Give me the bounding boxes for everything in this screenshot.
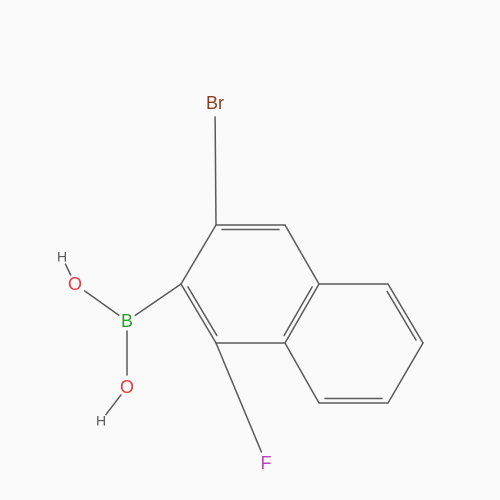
o-atom-label: O	[68, 274, 82, 294]
o-atom-label: O	[120, 377, 134, 397]
h-atom-label: H	[96, 413, 106, 429]
f-atom-label: F	[261, 453, 272, 473]
b-atom-label: B	[121, 311, 133, 331]
h-atom-label: H	[57, 249, 67, 265]
molecule-diagram: FBrBOOHH	[0, 0, 500, 500]
br-atom-label: Br	[206, 93, 224, 113]
